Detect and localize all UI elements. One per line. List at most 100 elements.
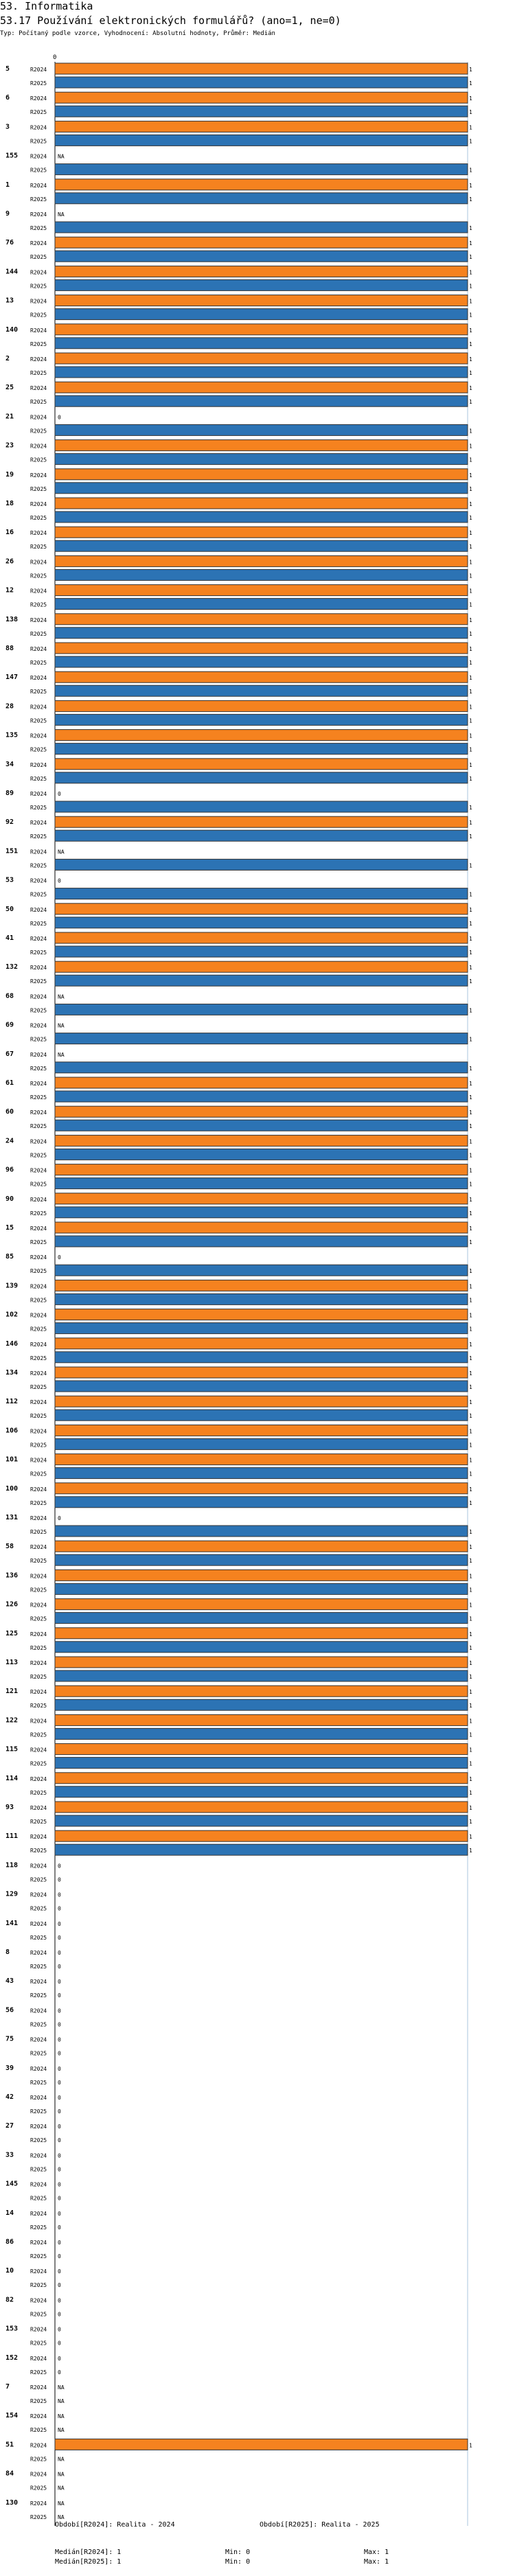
series-row-label: R2024 bbox=[30, 993, 47, 1000]
category-label: 106 bbox=[5, 1427, 18, 1434]
bar bbox=[54, 888, 468, 900]
bar-value-label: 0 bbox=[58, 1906, 61, 1912]
series-row-label: R2025 bbox=[30, 2080, 47, 2086]
bar-value-label: 1 bbox=[469, 225, 472, 231]
bar-value-label: 1 bbox=[469, 168, 472, 174]
category-label: 130 bbox=[5, 2499, 18, 2507]
bar bbox=[54, 265, 468, 277]
category-label: 152 bbox=[5, 2354, 18, 2362]
series-row-label: R2024 bbox=[30, 501, 47, 507]
category-label: 135 bbox=[5, 732, 18, 739]
missing-value-label: NA bbox=[58, 154, 65, 160]
bar-value-label: 1 bbox=[469, 196, 472, 203]
bar-value-label: 1 bbox=[469, 1413, 472, 1419]
bar bbox=[54, 1656, 468, 1668]
category-label: 96 bbox=[5, 1166, 14, 1174]
bar-value-label: 1 bbox=[469, 1313, 472, 1319]
bar bbox=[54, 279, 468, 291]
bar bbox=[54, 1322, 468, 1335]
series-row-label: R2025 bbox=[30, 950, 47, 956]
bar bbox=[54, 1554, 468, 1566]
series-row-label: R2025 bbox=[30, 1413, 47, 1419]
missing-value-label: NA bbox=[58, 2398, 65, 2404]
bar-value-label: 0 bbox=[58, 1950, 61, 1956]
bar bbox=[54, 772, 468, 784]
bar-value-label: 1 bbox=[469, 1081, 472, 1087]
category-label: 61 bbox=[5, 1079, 14, 1087]
bar bbox=[54, 511, 468, 523]
category-label: 25 bbox=[5, 384, 14, 391]
bar bbox=[54, 1424, 468, 1436]
series-row-label: R2025 bbox=[30, 1007, 47, 1013]
category-label: 122 bbox=[5, 1716, 18, 1724]
series-row-label: R2024 bbox=[30, 2384, 47, 2391]
bar bbox=[54, 1438, 468, 1450]
bar-value-label: 1 bbox=[469, 617, 472, 623]
series-row-label: R2025 bbox=[30, 1964, 47, 1970]
bar bbox=[54, 656, 468, 668]
bar-value-label: 1 bbox=[469, 907, 472, 913]
series-row-label: R2024 bbox=[30, 2442, 47, 2448]
category-label: 139 bbox=[5, 1282, 18, 1289]
series-row-label: R2025 bbox=[30, 515, 47, 521]
bar-value-label: 0 bbox=[58, 1515, 61, 1521]
bar bbox=[54, 91, 468, 104]
bar bbox=[54, 366, 468, 378]
category-label: 3 bbox=[5, 123, 10, 130]
bar-value-label: 0 bbox=[58, 2282, 61, 2288]
category-label: 115 bbox=[5, 1746, 18, 1753]
category-label: 75 bbox=[5, 2036, 14, 2043]
bar-value-label: 1 bbox=[469, 1761, 472, 1767]
bar bbox=[54, 526, 468, 538]
bar-value-label: 1 bbox=[469, 1529, 472, 1535]
bar bbox=[54, 192, 468, 205]
series-row-label: R2025 bbox=[30, 776, 47, 782]
category-label: 50 bbox=[5, 906, 14, 913]
category-label: 42 bbox=[5, 2093, 14, 2101]
bar bbox=[54, 1164, 468, 1176]
bar-value-label: 1 bbox=[469, 675, 472, 681]
bar-value-label: 1 bbox=[469, 1138, 472, 1145]
category-label: 144 bbox=[5, 268, 18, 275]
bar bbox=[54, 1685, 468, 1697]
series-row-label: R2024 bbox=[30, 1747, 47, 1753]
bar bbox=[54, 62, 468, 75]
series-row-label: R2025 bbox=[30, 1037, 47, 1043]
category-label: 2 bbox=[5, 355, 10, 363]
series-row-label: R2025 bbox=[30, 1992, 47, 1999]
series-row-label: R2024 bbox=[30, 2095, 47, 2101]
bar-value-label: 1 bbox=[469, 472, 472, 479]
series-row-label: R2025 bbox=[30, 1500, 47, 1506]
series-row-label: R2025 bbox=[30, 2282, 47, 2288]
category-label: 126 bbox=[5, 1601, 18, 1609]
series-row-label: R2024 bbox=[30, 1138, 47, 1145]
category-label: 155 bbox=[5, 152, 18, 160]
series-row-label: R2024 bbox=[30, 559, 47, 565]
series-row-label: R2024 bbox=[30, 2472, 47, 2478]
series-row-label: R2024 bbox=[30, 675, 47, 681]
series-row-label: R2025 bbox=[30, 2253, 47, 2259]
series-row-label: R2024 bbox=[30, 414, 47, 420]
category-label: 51 bbox=[5, 2441, 14, 2448]
series-row-label: R2024 bbox=[30, 240, 47, 246]
series-row-label: R2025 bbox=[30, 1645, 47, 1651]
bar-value-label: 0 bbox=[58, 1892, 61, 1898]
bar-value-label: 1 bbox=[469, 921, 472, 927]
category-label: 131 bbox=[5, 1514, 18, 1521]
bar bbox=[54, 497, 468, 509]
bar-value-label: 1 bbox=[469, 646, 472, 652]
bar-value-label: 1 bbox=[469, 965, 472, 971]
bar-value-label: 1 bbox=[469, 717, 472, 724]
series-row-label: R2025 bbox=[30, 1761, 47, 1767]
bar-value-label: 0 bbox=[58, 2152, 61, 2159]
bar-value-label: 1 bbox=[469, 486, 472, 492]
series-row-label: R2025 bbox=[30, 457, 47, 463]
category-label: 27 bbox=[5, 2122, 14, 2130]
bar bbox=[54, 1772, 468, 1784]
bar-value-label: 1 bbox=[469, 2442, 472, 2448]
bar-value-label: 0 bbox=[58, 414, 61, 420]
bar bbox=[54, 961, 468, 973]
bar bbox=[54, 917, 468, 929]
series-row-label: R2024 bbox=[30, 299, 47, 305]
bar bbox=[54, 395, 468, 407]
